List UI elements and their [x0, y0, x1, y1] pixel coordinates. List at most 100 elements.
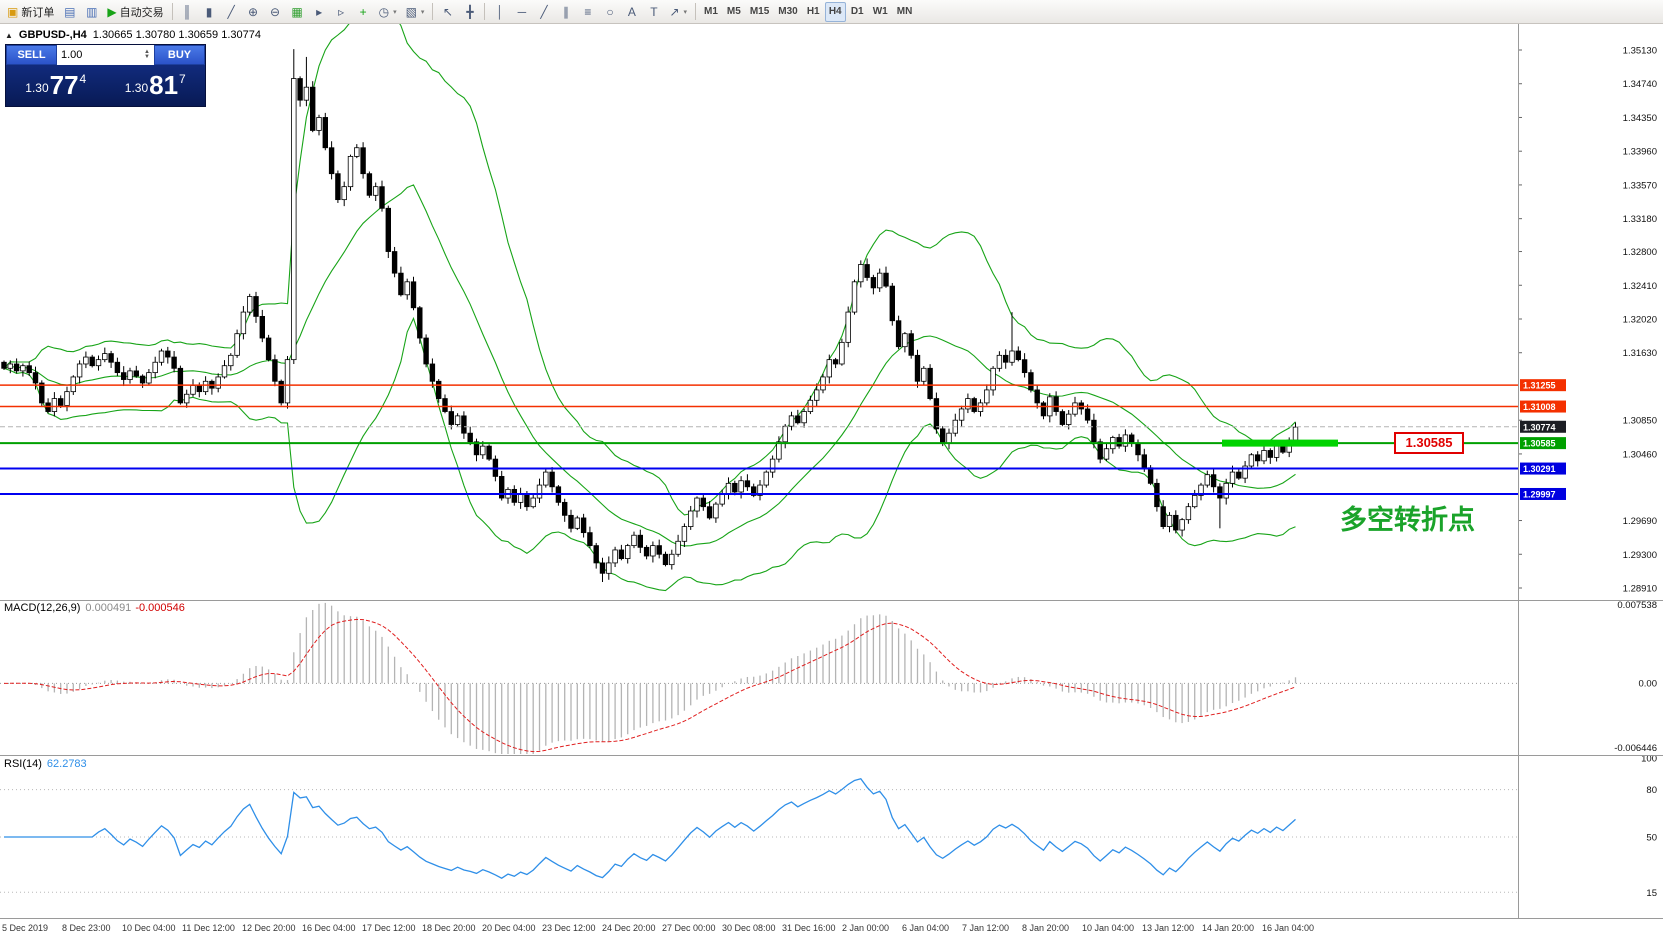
time-axis-label: 5 Dec 2019 [2, 923, 48, 933]
sell-price-big: 77 [49, 70, 79, 100]
tf-d1-button[interactable]: D1 [847, 2, 868, 22]
time-axis-label: 12 Dec 20:00 [242, 923, 296, 933]
periods-button[interactable]: ◷ ▾ [375, 2, 401, 22]
timeframe-label: M1 [704, 6, 718, 17]
tf-w1-button[interactable]: W1 [869, 2, 892, 22]
y-axis-tick: 1.31630 [1623, 348, 1657, 359]
charts-grid-button[interactable]: ▤ [59, 2, 80, 22]
time-axis-label: 11 Dec 12:00 [182, 923, 235, 933]
candlestick-chart-button[interactable]: ▮ [199, 2, 220, 22]
time-axis-label: 24 Dec 20:00 [602, 923, 656, 933]
indicators-button[interactable]: + [353, 2, 374, 22]
spin-down-icon[interactable]: ▼ [144, 54, 150, 60]
time-axis-label: 18 Dec 20:00 [422, 923, 476, 933]
horizontal-line-button[interactable]: ─ [511, 2, 532, 22]
macd-scale-label: 0.007538 [1617, 600, 1657, 611]
tf-h4-button[interactable]: H4 [824, 1, 846, 22]
toolbar: ▣ 新订单 ▤ ▥ ▶ 自动交易 ║ ▮ ╱ ⊕ ⊖ ▦ ▸ ▹ + ◷ ▾ ▧ ▾ ↖ ╋ │ ─ ╱ ∥ ≡ ○ A T ↗ ▾ M1 M5… [0, 0, 1663, 24]
buy-price-small: 1.30 [124, 81, 149, 95]
label-icon: T [650, 4, 658, 19]
chinese-annotation-text[interactable]: 多空转折点 [1340, 505, 1475, 535]
indicators-icon: + [359, 4, 367, 19]
text-icon: A [627, 4, 636, 19]
y-axis-tick: 1.34350 [1623, 113, 1657, 124]
crosshair-icon: ╋ [466, 4, 474, 19]
autotrading-button[interactable]: ▶ 自动交易 [103, 2, 167, 22]
tf-mn-button[interactable]: MN [893, 2, 917, 22]
dropdown-caret-icon: ▾ [683, 8, 688, 16]
channel-button[interactable]: ∥ [555, 2, 576, 22]
tile-windows-button[interactable]: ▦ [287, 2, 308, 22]
highlight-zone-bar[interactable] [1222, 439, 1338, 447]
price-tag-text: 1.30774 [1523, 422, 1556, 432]
shapes-button[interactable]: ○ [599, 2, 620, 22]
bollinger-bands [3, 24, 1296, 592]
tf-m1-button[interactable]: M1 [700, 2, 722, 22]
chart-ohlc-title: ▲ GBPUSD-,H4 1.30665 1.30780 1.30659 1.3… [5, 29, 261, 41]
chart-shift-button[interactable]: ▹ [331, 2, 352, 22]
label-button[interactable]: T [643, 2, 664, 22]
price-scale: 1.35130 1.34740 1.34350 1.33960 1.33570 1.331… [1518, 46, 1657, 899]
fibonacci-icon: ≡ [584, 4, 592, 19]
fibonacci-button[interactable]: ≡ [577, 2, 598, 22]
cursor-button[interactable]: ↖ [437, 2, 458, 22]
buy-price-sup: 7 [179, 72, 186, 86]
toolbar-separator [695, 3, 697, 20]
vertical-line-button[interactable]: │ [489, 2, 510, 22]
tf-m30-button[interactable]: M30 [774, 2, 801, 22]
toolbar-separator [484, 3, 486, 20]
timeframe-label: M5 [726, 6, 741, 17]
volume-value: 1.00 [61, 49, 83, 61]
profile-button[interactable]: ▥ [81, 2, 102, 22]
zoom-in-icon: ⊕ [248, 4, 259, 19]
line-chart-button[interactable]: ╱ [221, 2, 242, 22]
trendline-button[interactable]: ╱ [533, 2, 554, 22]
time-axis: 5 Dec 2019 8 Dec 23:00 10 Dec 04:00 11 Dec … [2, 923, 1314, 933]
arrows-button[interactable]: ↗ ▾ [665, 2, 691, 22]
y-axis-tick: 1.33180 [1623, 214, 1657, 225]
timeframe-label: M30 [778, 6, 798, 17]
chart-shift-icon: ▹ [338, 4, 345, 19]
buy-price: 1.30 81 7 [106, 65, 206, 106]
rsi-scale-label: 50 [1646, 833, 1657, 844]
timeframe-label: W1 [872, 6, 888, 17]
rsi-scale-label: 100 [1641, 754, 1657, 765]
spin-up-icon[interactable]: ▲ [144, 49, 150, 55]
macd-signal-value: -0.000546 [135, 602, 185, 614]
time-axis-label: 6 Jan 04:00 [902, 923, 949, 933]
text-button[interactable]: A [621, 2, 642, 22]
macd-scale-label: 0.00 [1639, 678, 1658, 689]
time-axis-label: 16 Dec 04:00 [302, 923, 356, 933]
dropdown-caret-icon: ▾ [420, 8, 425, 16]
zoom-in-button[interactable]: ⊕ [243, 2, 264, 22]
crosshair-button[interactable]: ╋ [459, 2, 480, 22]
y-axis-tick: 1.32020 [1623, 314, 1657, 325]
sell-button[interactable]: SELL [6, 45, 57, 65]
y-axis-tick: 1.35130 [1623, 46, 1657, 57]
rsi-value: 62.2783 [46, 758, 87, 770]
time-axis-label: 10 Jan 04:00 [1082, 923, 1134, 933]
tf-m5-button[interactable]: M5 [723, 2, 745, 22]
resistance-line-1-tag [1520, 379, 1566, 392]
macd-indicator-label: MACD(12,26,9) 0.000491 -0.000546 [4, 602, 185, 614]
price-level-label-box[interactable]: 1.30585 [1394, 432, 1464, 454]
toolbar-button-label: 自动交易 [119, 6, 164, 19]
rsi-name: RSI(14) [4, 758, 42, 770]
tf-m15-button[interactable]: M15 [746, 2, 773, 22]
one-click-panel-toggle-icon[interactable]: ▲ [5, 30, 13, 40]
new-order-button[interactable]: ▣ 新订单 [3, 2, 58, 22]
tf-h1-button[interactable]: H1 [803, 2, 824, 22]
bar-chart-icon: ║ [182, 4, 192, 19]
templates-button[interactable]: ▧ ▾ [402, 2, 429, 22]
auto-scroll-button[interactable]: ▸ [309, 2, 330, 22]
zoom-out-button[interactable]: ⊖ [265, 2, 286, 22]
volume-spinner[interactable]: ▲ ▼ [144, 49, 150, 60]
time-axis-label: 17 Dec 12:00 [362, 923, 416, 933]
buy-button[interactable]: BUY [154, 45, 205, 65]
time-axis-label: 8 Dec 23:00 [62, 923, 111, 933]
volume-control[interactable]: 1.00 ▲ ▼ [57, 45, 154, 65]
candlestick-series [1, 49, 1299, 582]
pivot-level-line-tag [1520, 437, 1566, 450]
bar-chart-button[interactable]: ║ [177, 2, 198, 22]
